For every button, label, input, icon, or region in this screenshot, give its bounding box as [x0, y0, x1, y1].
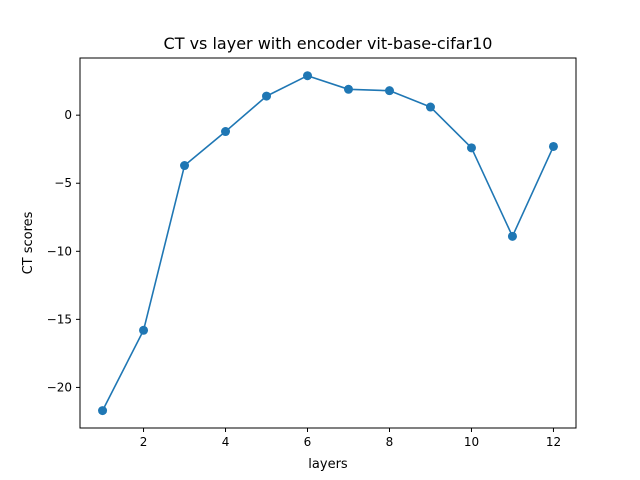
data-point — [343, 84, 353, 94]
series-line — [101, 74, 555, 411]
data-point — [262, 91, 272, 101]
y-tick-label: −10 — [47, 244, 72, 258]
x-axis-label: layers — [308, 457, 348, 472]
y-tick-label: −20 — [47, 380, 72, 394]
x-tick-label: 8 — [386, 435, 394, 449]
data-point — [98, 406, 108, 416]
plot-frame — [79, 57, 577, 429]
y-axis: −20 −15 −10 −5 0 — [47, 108, 80, 394]
x-tick-label: 4 — [222, 435, 230, 449]
x-tick-label: 12 — [546, 435, 561, 449]
x-tick-label: 2 — [140, 435, 148, 449]
data-point — [139, 325, 149, 335]
data-point — [548, 141, 558, 151]
plot-area — [98, 71, 558, 416]
data-point — [221, 127, 231, 137]
data-point — [466, 143, 476, 153]
data-point — [507, 231, 517, 241]
chart-title: CT vs layer with encoder vit-base-cifar1… — [164, 34, 493, 53]
x-tick-label: 10 — [464, 435, 479, 449]
data-point — [303, 71, 313, 81]
y-tick-label: 0 — [64, 108, 72, 122]
y-tick-label: −5 — [54, 176, 72, 190]
x-axis: 2 4 6 8 10 12 — [140, 428, 561, 449]
y-axis-label: CT scores — [21, 211, 36, 274]
data-point — [425, 102, 435, 112]
data-point — [384, 86, 394, 96]
data-point — [180, 161, 190, 171]
x-tick-label: 6 — [304, 435, 312, 449]
y-tick-label: −15 — [47, 312, 72, 326]
